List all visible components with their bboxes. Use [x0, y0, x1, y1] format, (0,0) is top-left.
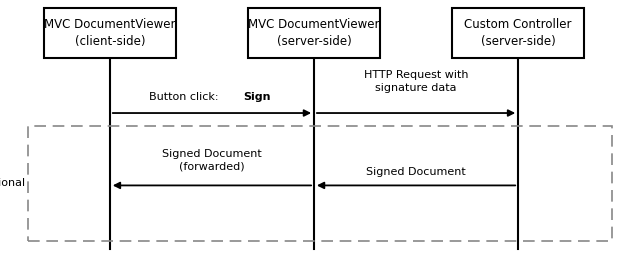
- Text: HTTP Request with
signature data: HTTP Request with signature data: [364, 70, 468, 93]
- Bar: [28, 126, 612, 241]
- Text: Signed Document
(forwarded): Signed Document (forwarded): [163, 149, 262, 171]
- Text: Signed Document: Signed Document: [366, 167, 466, 177]
- Text: MVC DocumentViewer
(client-side): MVC DocumentViewer (client-side): [44, 18, 176, 48]
- Text: MVC DocumentViewer
(server-side): MVC DocumentViewer (server-side): [248, 18, 380, 48]
- Bar: [248, 8, 380, 58]
- Text: Custom Controller
(server-side): Custom Controller (server-side): [464, 18, 572, 48]
- Text: Button click:: Button click:: [149, 92, 222, 102]
- Text: Optional: Optional: [0, 178, 25, 188]
- Bar: [44, 8, 176, 58]
- Text: Sign: Sign: [244, 92, 271, 102]
- Bar: [452, 8, 584, 58]
